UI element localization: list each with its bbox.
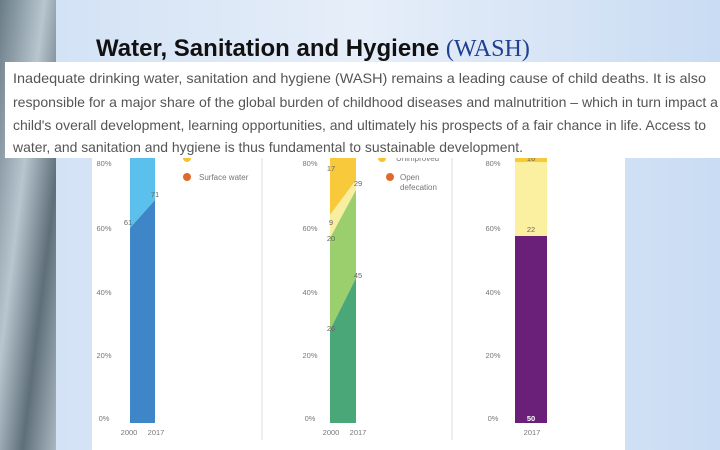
legend-dot (386, 173, 394, 181)
x-label: 2000 (121, 428, 138, 437)
y-tick-label: 20% (96, 351, 111, 360)
legend-label: Surface water (199, 173, 249, 182)
legend-label: Unimproved (396, 154, 439, 163)
y-tick-label: 60% (485, 224, 500, 233)
legend-label: Open (400, 173, 420, 182)
y-tick-label: 60% (302, 224, 317, 233)
y-tick-label: 20% (302, 351, 317, 360)
data-label: 45 (354, 271, 362, 280)
x-label: 2017 (148, 428, 165, 437)
data-label: 29 (354, 179, 362, 188)
y-tick-label: 0% (305, 414, 316, 423)
area (330, 150, 356, 215)
text-box (5, 62, 720, 158)
legend-label: defecation (400, 183, 437, 192)
data-label: 9 (329, 218, 333, 227)
data-label: 61 (124, 218, 132, 227)
y-tick-label: 40% (485, 288, 500, 297)
area (330, 180, 356, 238)
area (130, 150, 155, 228)
paragraph-line: water, and sanitation and hygiene is thu… (12, 139, 523, 155)
chart-2: Unimproved Open defecation 80% 60% 40% 2… (302, 150, 439, 437)
y-tick-label: 40% (302, 288, 317, 297)
y-tick-label: 80% (302, 159, 317, 168)
paragraph-line: Inadequate drinking water, sanitation an… (13, 70, 706, 86)
x-label: 2000 (323, 428, 340, 437)
data-label: 17 (327, 164, 335, 173)
paragraph-line: responsible for a major share of the glo… (13, 94, 718, 110)
paragraph-line: child's overall development, learning op… (13, 117, 706, 133)
y-tick-label: 20% (485, 351, 500, 360)
chart-3: 80% 60% 40% 20% 0% 2017 16 22 50 (485, 150, 547, 437)
x-label: 2017 (524, 428, 541, 437)
y-tick-label: 80% (96, 159, 111, 168)
area (330, 190, 356, 330)
y-tick-label: 80% (485, 159, 500, 168)
data-label: 26 (327, 324, 335, 333)
bar-segment (515, 236, 547, 423)
chart-1: Surface water 80% 60% 40% 20% 0% 2000 20… (96, 150, 249, 437)
y-tick-label: 0% (488, 414, 499, 423)
area (130, 200, 155, 423)
data-label: 71 (151, 190, 159, 199)
data-label: 22 (527, 225, 535, 234)
y-tick-label: 0% (99, 414, 110, 423)
legend-dot (183, 173, 191, 181)
data-label: 20 (327, 234, 335, 243)
bar-segment (515, 162, 547, 236)
area (330, 278, 356, 423)
data-label: 16 (527, 154, 535, 163)
y-tick-label: 60% (96, 224, 111, 233)
title: Water, Sanitation and Hygiene (WASH) (96, 35, 530, 62)
x-label: 2017 (350, 428, 367, 437)
data-label: 50 (527, 414, 535, 423)
y-tick-label: 40% (96, 288, 111, 297)
